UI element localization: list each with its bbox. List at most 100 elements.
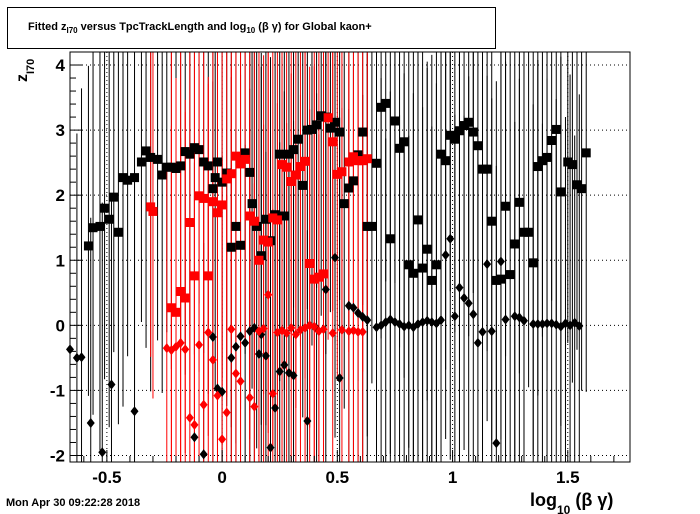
data-point [227, 324, 236, 335]
data-point [236, 240, 246, 250]
data-point [318, 269, 328, 279]
data-point [222, 174, 232, 184]
data-point [353, 150, 363, 160]
data-point [501, 201, 511, 211]
data-point [130, 173, 140, 183]
data-point [130, 406, 139, 417]
data-point [236, 159, 246, 169]
data-point [418, 263, 428, 273]
error-bars [69, 52, 587, 462]
data-point [261, 214, 271, 224]
data-point [542, 152, 552, 162]
data-point [199, 399, 208, 410]
data-point [272, 215, 282, 225]
data-point [252, 221, 262, 231]
data-point [337, 167, 347, 177]
data-point [118, 173, 128, 183]
data-point [349, 302, 358, 313]
data-point [496, 274, 506, 284]
data-point [185, 412, 194, 423]
y-tick-label: -1 [50, 381, 65, 400]
data-point [231, 151, 241, 161]
data-point [478, 326, 487, 337]
title-box: Fitted zI70 versus TpcTrackLength and lo… [7, 7, 496, 49]
data-point [335, 373, 344, 384]
data-point [231, 221, 241, 231]
data-point [249, 216, 259, 226]
data-point [312, 120, 322, 130]
y-tick-label: 4 [56, 56, 66, 75]
data-point [298, 180, 308, 190]
data-point [436, 149, 446, 159]
data-point [316, 111, 326, 121]
data-point [185, 149, 195, 159]
data-point [319, 324, 328, 335]
data-point [86, 417, 95, 428]
data-point [176, 161, 186, 171]
data-point [496, 256, 505, 267]
data-point [469, 309, 478, 320]
data-point [189, 271, 199, 281]
data-point [482, 164, 492, 174]
data-point [286, 177, 296, 187]
data-point [473, 141, 483, 151]
data-point [104, 214, 114, 224]
data-point [208, 184, 218, 194]
data-point [446, 233, 455, 244]
data-point [245, 392, 254, 403]
data-point [404, 260, 414, 270]
data-point [236, 376, 245, 387]
data-point [300, 156, 310, 166]
data-point [256, 251, 266, 261]
data-point [254, 255, 264, 265]
data-point [533, 319, 542, 330]
data-point [275, 366, 284, 377]
data-point [113, 227, 123, 237]
data-point [231, 341, 240, 352]
data-point [240, 148, 250, 158]
x-axis-title: log10 (β γ) [530, 490, 613, 514]
data-point [395, 143, 405, 153]
data-point [385, 234, 395, 244]
data-point [468, 127, 478, 137]
data-point [284, 149, 294, 159]
data-point [567, 160, 577, 170]
data-point [254, 348, 263, 359]
y-tick-label: 2 [56, 186, 65, 205]
y-tick-label: 0 [56, 316, 65, 335]
data-point [275, 149, 285, 159]
data-point [487, 216, 497, 226]
data-point [199, 193, 209, 203]
data-point [519, 315, 528, 326]
data-point [208, 354, 217, 365]
data-point [543, 318, 552, 329]
data-point [473, 337, 482, 348]
data-point [107, 379, 116, 390]
data-point [577, 184, 587, 194]
data-point [241, 337, 250, 348]
data-point [123, 175, 133, 185]
data-point [337, 324, 346, 335]
x-tick-label: 1 [448, 468, 457, 487]
y-axis-title: zI70 [14, 59, 37, 82]
data-point [98, 447, 107, 458]
data-point [222, 168, 232, 178]
data-point [305, 259, 315, 269]
data-point [199, 157, 209, 167]
data-point [464, 298, 473, 309]
data-point [189, 143, 199, 153]
data-point [277, 160, 287, 170]
data-point [344, 157, 354, 167]
data-point [217, 177, 227, 187]
data-point [362, 154, 372, 164]
data-point [162, 162, 172, 172]
data-point [218, 434, 227, 445]
data-point [289, 145, 299, 155]
data-point [245, 211, 255, 221]
data-point [261, 350, 270, 361]
data-point [547, 136, 557, 146]
data-point [335, 127, 345, 137]
data-point [328, 137, 338, 147]
data-point [427, 275, 437, 285]
data-point [289, 370, 298, 381]
